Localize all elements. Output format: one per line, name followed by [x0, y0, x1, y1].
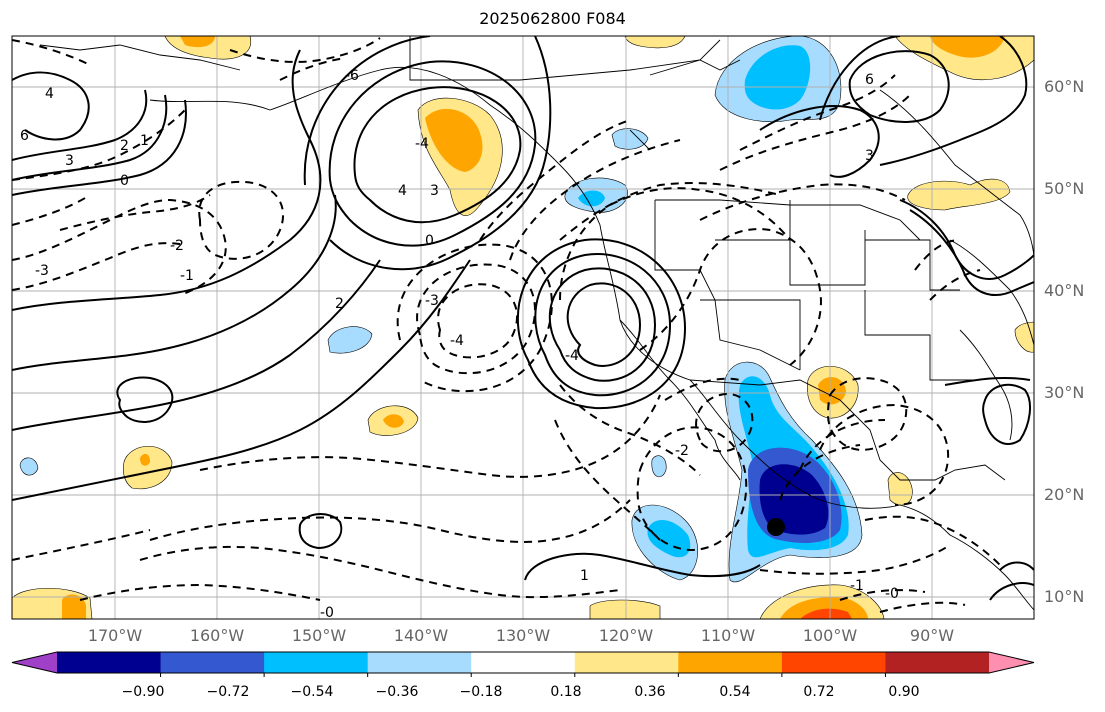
colorbar-swatch: [678, 652, 783, 673]
contour-label: 2: [335, 296, 344, 312]
lat-label: 40°N: [1044, 281, 1085, 300]
contour-label: -6: [345, 68, 359, 84]
lat-label: 20°N: [1044, 485, 1085, 504]
contour-label: 6: [20, 128, 29, 144]
lon-label: 170°W: [87, 626, 143, 645]
lon-label: 140°W: [393, 626, 449, 645]
contour-label: 3: [65, 153, 74, 169]
contour-label: -2: [170, 238, 184, 254]
colorbar-tick-label: 0.54: [719, 684, 751, 700]
map-title: 2025062800 F084: [479, 9, 626, 28]
positive-anomaly-region: [818, 376, 846, 405]
colorbar-tick-label: 0.72: [803, 684, 835, 700]
lon-label: 110°W: [700, 626, 756, 645]
contour-label: 4: [398, 183, 407, 199]
contour-label: -3: [35, 263, 49, 279]
contour-labels: 4 2 6 3 1 0 -1 -2 -3 -4 -0 -6 0 3 -4 -3 …: [20, 68, 899, 621]
colorbar-tick-label: −0.72: [206, 684, 250, 700]
lon-label: 130°W: [495, 626, 551, 645]
colorbar-tick-label: 0.90: [888, 684, 920, 700]
contour-label: -1: [850, 578, 864, 594]
colorbar-tick-label: −0.18: [459, 684, 503, 700]
colorbar-swatch: [574, 652, 679, 673]
contour-label: 4: [45, 86, 54, 102]
contour-label: 3: [430, 183, 439, 199]
colorbar-swatch: [471, 652, 576, 673]
colorbar-swatch: [367, 652, 472, 673]
contour-label: 0: [425, 233, 434, 249]
positive-anomaly-region: [624, 36, 686, 49]
contour-label: 0: [120, 173, 129, 189]
shaded-anomaly-layer: [12, 36, 1034, 619]
colorbar-extend-low: [12, 652, 57, 673]
negative-anomaly-region: [651, 455, 667, 478]
contour-label: -2: [675, 443, 689, 459]
colorbar-tick-label: −0.36: [375, 684, 419, 700]
positive-anomaly-region: [383, 414, 404, 428]
lat-label: 50°N: [1044, 179, 1085, 198]
contour-label: -4: [415, 136, 429, 152]
map-border: [11, 35, 1035, 620]
contour-label: 1: [140, 133, 149, 149]
colorbar-swatch: [885, 652, 990, 673]
colorbar-tick-label: 0.36: [634, 684, 666, 700]
colorbar-tick-label: −0.90: [121, 684, 165, 700]
positive-anomaly-region: [894, 36, 1034, 81]
contour-label: 2: [120, 138, 129, 154]
negative-anomaly-region: [611, 128, 649, 150]
contour-label: -3: [425, 293, 439, 309]
colorbar-swatch: [264, 652, 369, 673]
colorbar-swatch: [160, 652, 265, 673]
positive-anomaly-region: [589, 599, 661, 619]
positive-anomaly-region: [930, 36, 1005, 58]
lat-label: 10°N: [1044, 587, 1085, 606]
positive-anomaly-region: [907, 178, 1011, 211]
lon-label: 120°W: [598, 626, 654, 645]
colorbar-swatch: [57, 652, 162, 673]
contour-label: -4: [565, 348, 579, 364]
colorbar-outline: [11, 651, 1035, 674]
colorbar: [11, 651, 1035, 677]
lon-label: 90°W: [909, 626, 955, 645]
lon-label: 150°W: [291, 626, 347, 645]
colorbar-tick-label: 0.18: [550, 684, 582, 700]
colorbar-tick-label: −0.54: [290, 684, 334, 700]
positive-anomaly-region: [62, 594, 86, 619]
contour-label: -4: [450, 333, 464, 349]
colorbar-extend-high: [989, 652, 1034, 673]
negative-anomaly-region: [578, 190, 605, 207]
contour-label: -0: [885, 586, 899, 602]
negative-anomaly-region: [19, 457, 39, 476]
contour-label: 3: [865, 148, 874, 164]
lon-label: 100°W: [802, 626, 858, 645]
location-marker: [767, 518, 785, 536]
contour-lines: [12, 36, 1034, 613]
lat-label: 60°N: [1044, 77, 1085, 96]
positive-anomaly-region: [180, 36, 215, 48]
contour-label: -0: [320, 605, 334, 621]
negative-anomaly-region: [759, 464, 829, 535]
positive-anomaly-region: [425, 108, 483, 172]
positive-anomaly-region: [887, 472, 913, 506]
lon-label: 160°W: [189, 626, 245, 645]
lat-label: 30°N: [1044, 383, 1085, 402]
contour-label: 6: [865, 72, 874, 88]
contour-label: 1: [580, 568, 589, 584]
contour-label: -1: [180, 268, 194, 284]
negative-anomaly-region: [744, 45, 811, 110]
colorbar-swatch: [781, 652, 886, 673]
positive-anomaly-region: [800, 608, 852, 619]
negative-anomaly-region: [327, 326, 373, 354]
positive-anomaly-region: [140, 453, 150, 466]
